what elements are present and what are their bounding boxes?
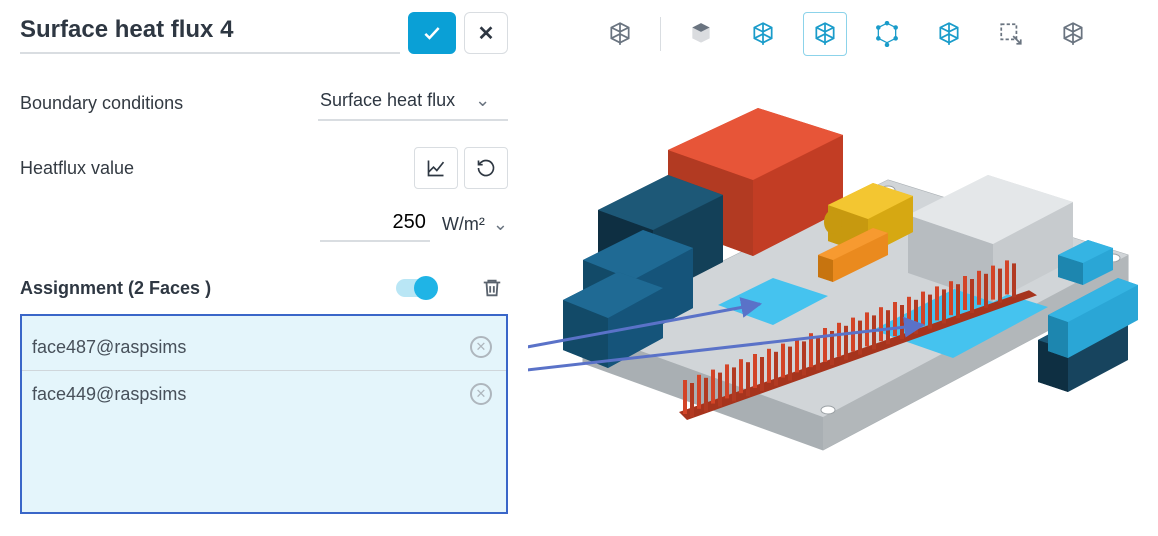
heatflux-label: Heatflux value bbox=[20, 158, 134, 179]
face-item[interactable]: face487@raspsims ✕ bbox=[22, 324, 506, 371]
heatflux-row: Heatflux value bbox=[20, 147, 508, 189]
chevron-down-icon bbox=[493, 214, 508, 235]
chevron-down-icon bbox=[475, 90, 490, 111]
face-remove-button[interactable]: ✕ bbox=[470, 383, 492, 405]
close-icon: ✕ bbox=[478, 21, 495, 46]
trash-icon bbox=[481, 277, 503, 299]
assignment-header: Assignment (2 Faces ) bbox=[20, 272, 508, 304]
boundary-conditions-select[interactable]: Surface heat flux bbox=[318, 86, 508, 121]
heatflux-reset-button[interactable] bbox=[464, 147, 508, 189]
heatflux-unit-select[interactable]: W/m² bbox=[442, 214, 508, 235]
boundary-conditions-value: Surface heat flux bbox=[320, 90, 455, 111]
panel-header: ✕ bbox=[20, 12, 508, 54]
assignment-list: face487@raspsims ✕ face449@raspsims ✕ bbox=[20, 314, 508, 514]
face-item[interactable]: face449@raspsims ✕ bbox=[22, 371, 506, 417]
heatflux-value-input[interactable] bbox=[320, 207, 430, 242]
close-button[interactable]: ✕ bbox=[464, 12, 508, 54]
confirm-button[interactable] bbox=[408, 12, 456, 54]
check-icon bbox=[422, 23, 442, 43]
heatflux-plot-button[interactable] bbox=[414, 147, 458, 189]
assignment-toggle[interactable] bbox=[396, 279, 436, 297]
face-remove-button[interactable]: ✕ bbox=[470, 336, 492, 358]
chart-line-icon bbox=[426, 158, 446, 178]
scene-svg bbox=[528, 0, 1158, 536]
face-item-label: face487@raspsims bbox=[32, 337, 186, 358]
heatflux-value-row: W/m² bbox=[20, 207, 508, 242]
undo-icon bbox=[476, 158, 496, 178]
assignment-delete-button[interactable] bbox=[476, 272, 508, 304]
boundary-conditions-label: Boundary conditions bbox=[20, 93, 183, 114]
properties-panel: ✕ Boundary conditions Surface heat flux … bbox=[0, 0, 528, 536]
boundary-conditions-row: Boundary conditions Surface heat flux bbox=[20, 86, 508, 121]
face-item-label: face449@raspsims bbox=[32, 384, 186, 405]
assignment-label: Assignment (2 Faces ) bbox=[20, 278, 211, 299]
heatflux-unit-label: W/m² bbox=[442, 214, 485, 235]
3d-viewport[interactable] bbox=[528, 0, 1158, 536]
panel-title-input[interactable] bbox=[20, 12, 400, 54]
